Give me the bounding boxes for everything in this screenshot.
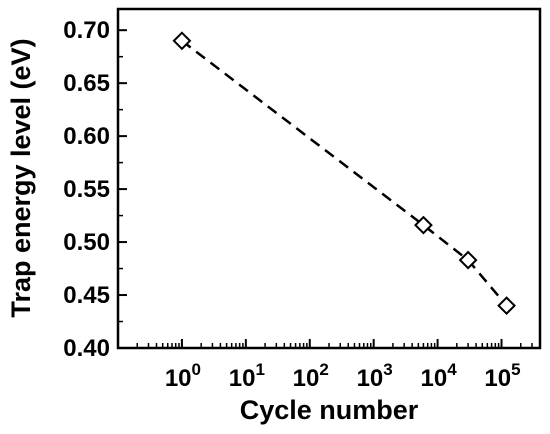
data-point [414, 215, 433, 235]
major-ticks [118, 29, 503, 349]
y-tick-label: 0.70 [63, 17, 110, 44]
x-axis-title: Cycle number [240, 395, 419, 425]
y-tick-labels: 0.40 0.45 0.50 0.55 0.60 0.65 0.70 [63, 17, 110, 362]
fit-line [181, 39, 508, 307]
x-tick-label: 102 [293, 360, 329, 392]
y-tick-label: 0.50 [63, 229, 110, 256]
y-tick-label: 0.40 [63, 335, 110, 362]
x-tick-label: 103 [357, 360, 393, 392]
data-point [497, 296, 516, 316]
y-axis-title: Trap energy level (eV) [6, 38, 36, 317]
y-tick-label: 0.65 [63, 70, 110, 97]
data-point [172, 31, 192, 51]
y-tick-label: 0.55 [63, 176, 110, 203]
y-tick-label: 0.60 [63, 123, 110, 150]
y-tick-label: 0.45 [63, 282, 110, 309]
plot-frame [116, 7, 542, 350]
x-tick-label: 105 [484, 360, 520, 392]
x-tick-label: 104 [421, 360, 458, 392]
data-points [172, 31, 516, 316]
x-minor-ticks [136, 343, 533, 348]
x-tick-labels: 100 101 102 103 104 105 [165, 360, 521, 392]
data-point [458, 250, 478, 270]
x-tick-label: 100 [165, 360, 201, 392]
x-tick-label: 101 [229, 360, 265, 392]
